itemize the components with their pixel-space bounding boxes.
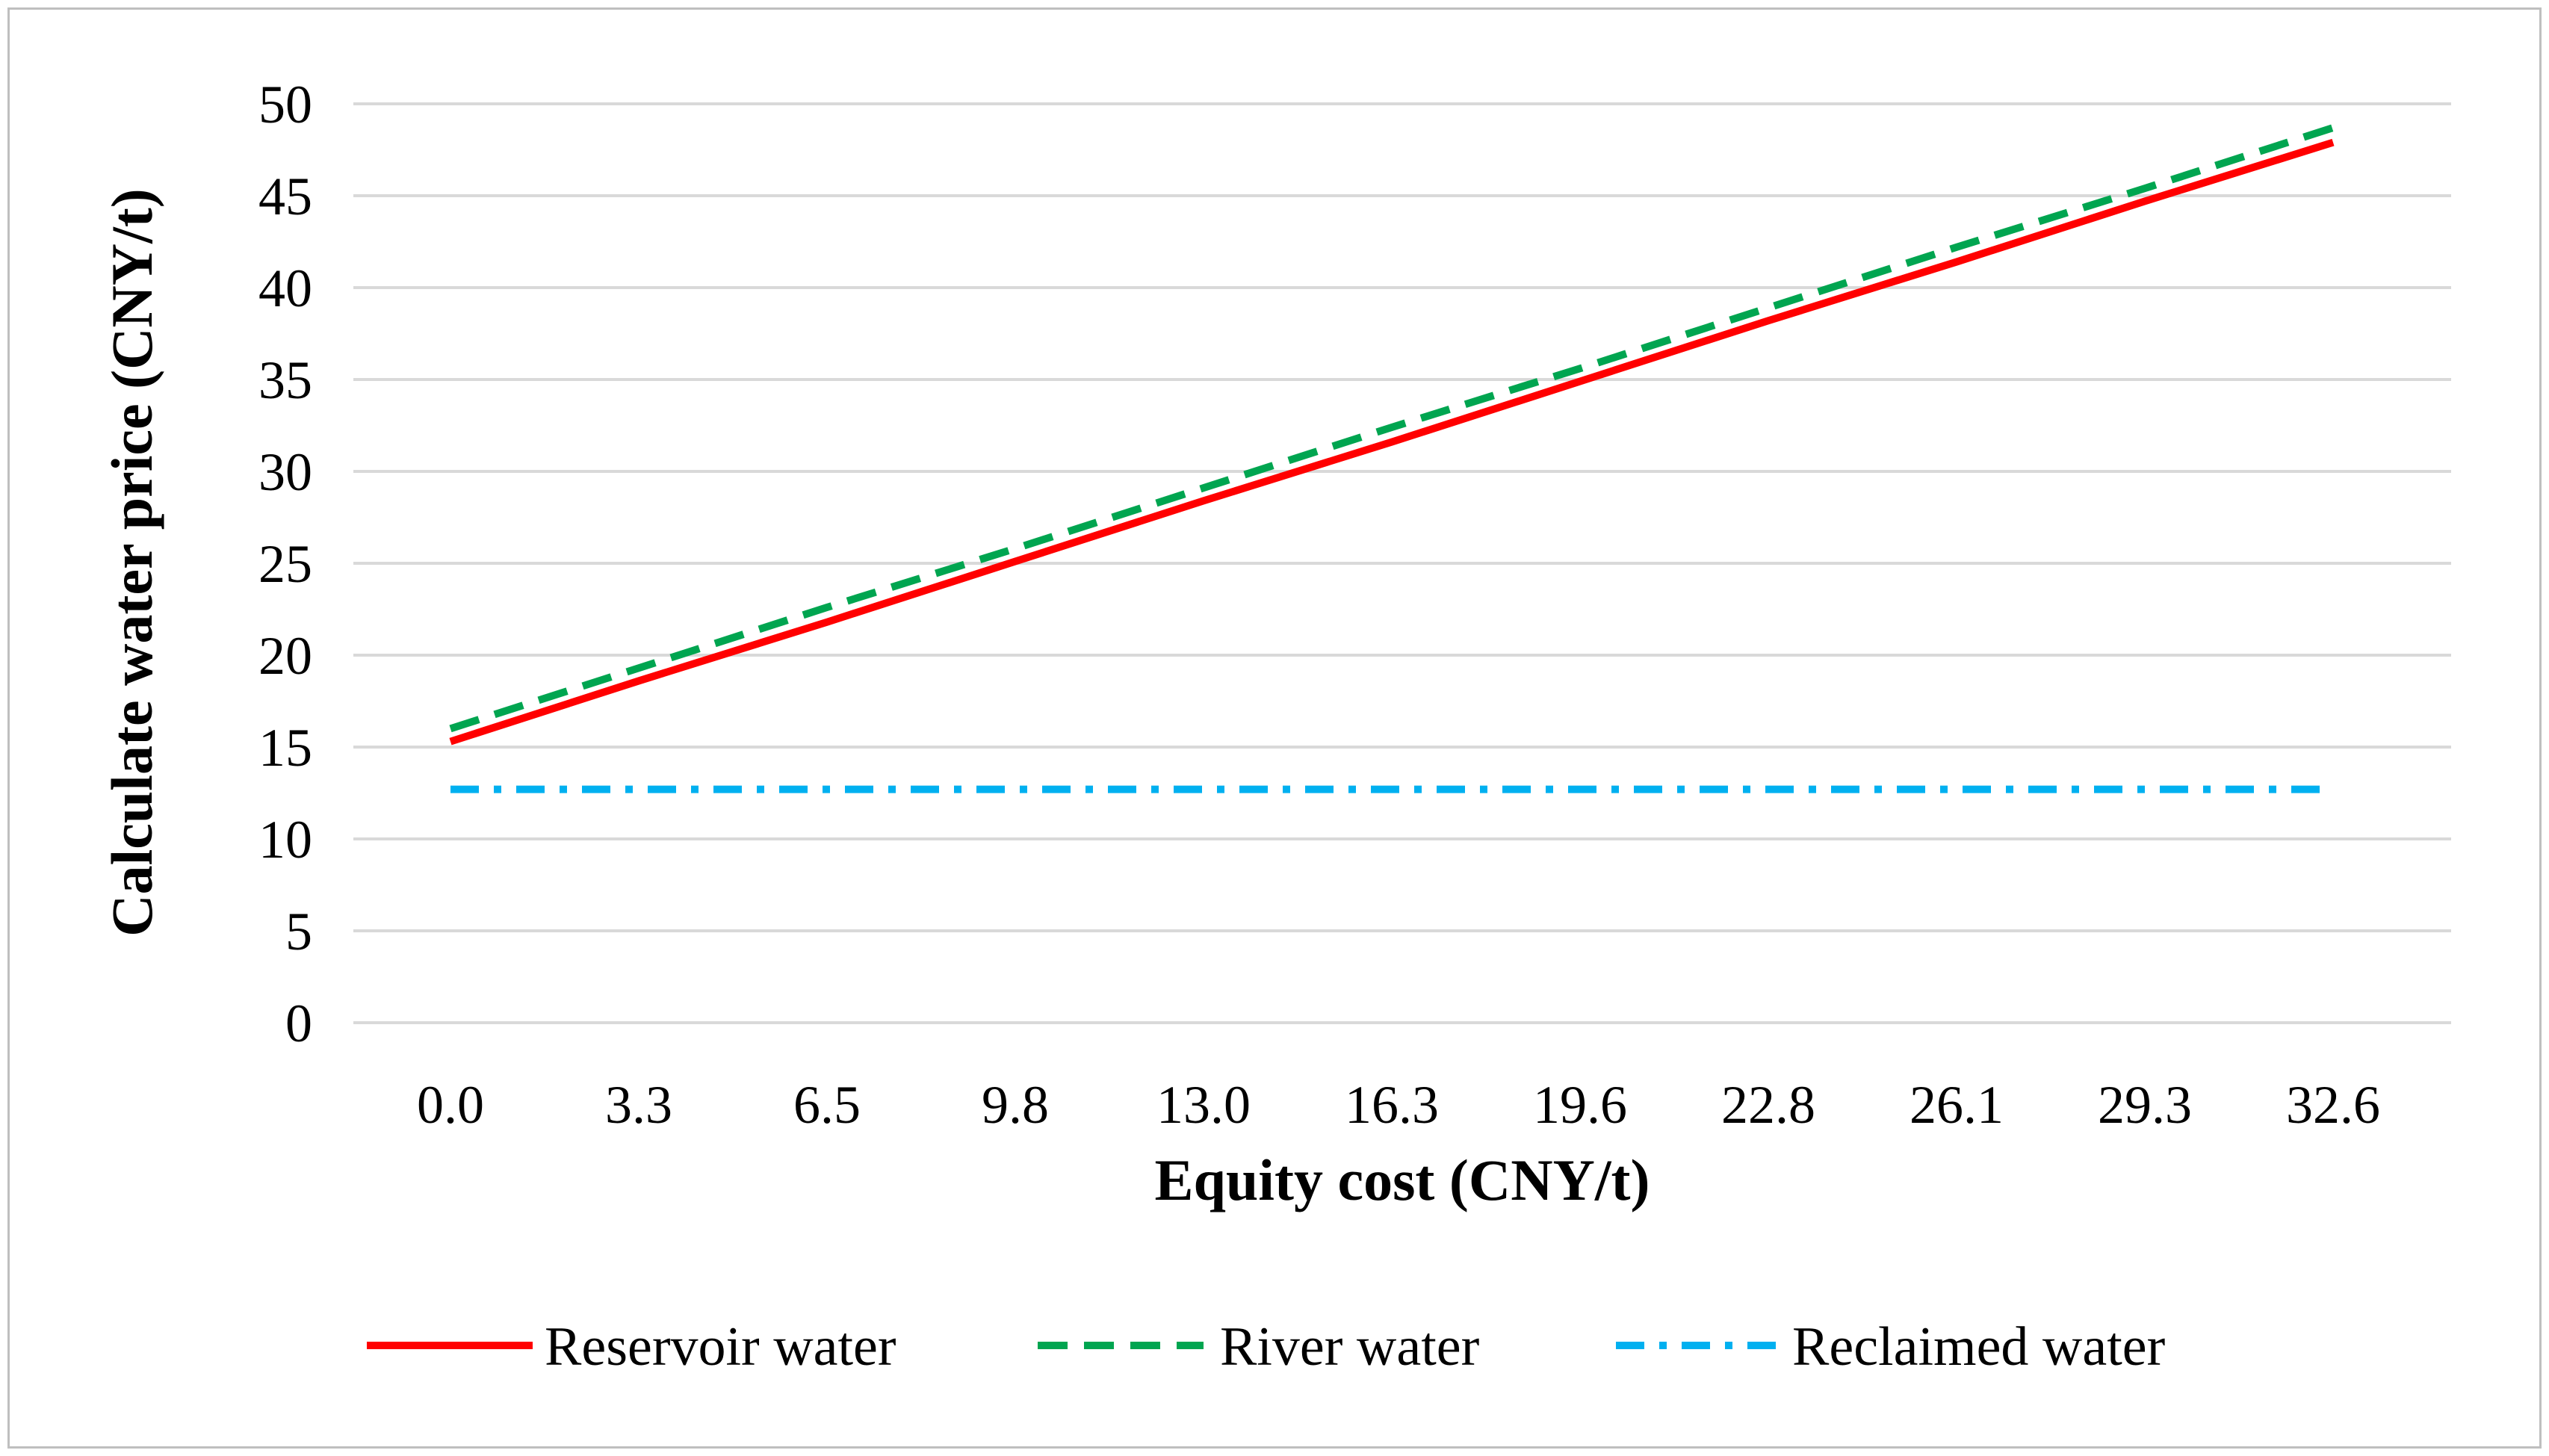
y-tick-label: 20 [258, 626, 312, 686]
y-tick-label: 45 [258, 167, 312, 226]
y-tick-label: 40 [258, 258, 312, 318]
legend-item-reclaimed-water: Reclaimed water [1616, 1316, 2165, 1378]
y-axis-ticks: 0 5 10 15 20 25 30 35 40 45 50 [258, 75, 312, 1053]
x-tick-label: 0.0 [417, 1075, 484, 1135]
x-axis-ticks: 0.0 3.3 6.5 9.8 13.0 16.3 19.6 22.8 26.1 29.3 32.6 [417, 1075, 2380, 1135]
y-tick-label: 10 [258, 810, 312, 870]
legend-label: River water [1220, 1316, 1479, 1378]
series-line-reservoir-water [449, 138, 2335, 746]
chart-frame: 0 5 10 15 20 25 30 35 40 45 50 0.0 3.3 6.5 9.8 13.0 16.… [7, 7, 2542, 1449]
legend-item-river-water: River water [1038, 1316, 1479, 1378]
y-tick-label: 35 [258, 350, 312, 410]
legend-item-reservoir-water: Reservoir water [367, 1316, 896, 1378]
x-tick-label: 22.8 [1721, 1075, 1815, 1135]
series-line-river-water [449, 124, 2335, 733]
x-tick-label: 6.5 [793, 1075, 861, 1135]
legend-label: Reservoir water [545, 1316, 896, 1378]
line-chart: 0 5 10 15 20 25 30 35 40 45 50 0.0 3.3 6.5 9.8 13.0 16.… [99, 75, 2451, 1378]
legend: Reservoir water River water Reclaimed wate… [367, 1316, 2165, 1378]
y-axis-title: Calculate water price (CNY/t) [99, 188, 164, 936]
y-tick-label: 0 [285, 994, 312, 1053]
x-tick-label: 13.0 [1156, 1075, 1251, 1135]
y-tick-label: 5 [285, 902, 312, 961]
x-tick-label: 26.1 [1910, 1075, 2004, 1135]
x-tick-label: 3.3 [605, 1075, 672, 1135]
x-tick-label: 9.8 [982, 1075, 1049, 1135]
y-tick-label: 15 [258, 718, 312, 778]
legend-label: Reclaimed water [1792, 1316, 2165, 1378]
x-axis-title: Equity cost (CNY/t) [1155, 1147, 1650, 1212]
x-tick-label: 19.6 [1533, 1075, 1627, 1135]
x-tick-label: 32.6 [2286, 1075, 2380, 1135]
series-lines [449, 124, 2335, 793]
x-tick-label: 16.3 [1345, 1075, 1439, 1135]
y-tick-label: 30 [258, 442, 312, 502]
y-tick-label: 50 [258, 75, 312, 134]
y-tick-label: 25 [258, 534, 312, 594]
gridlines [353, 102, 2451, 932]
x-tick-label: 29.3 [2098, 1075, 2192, 1135]
